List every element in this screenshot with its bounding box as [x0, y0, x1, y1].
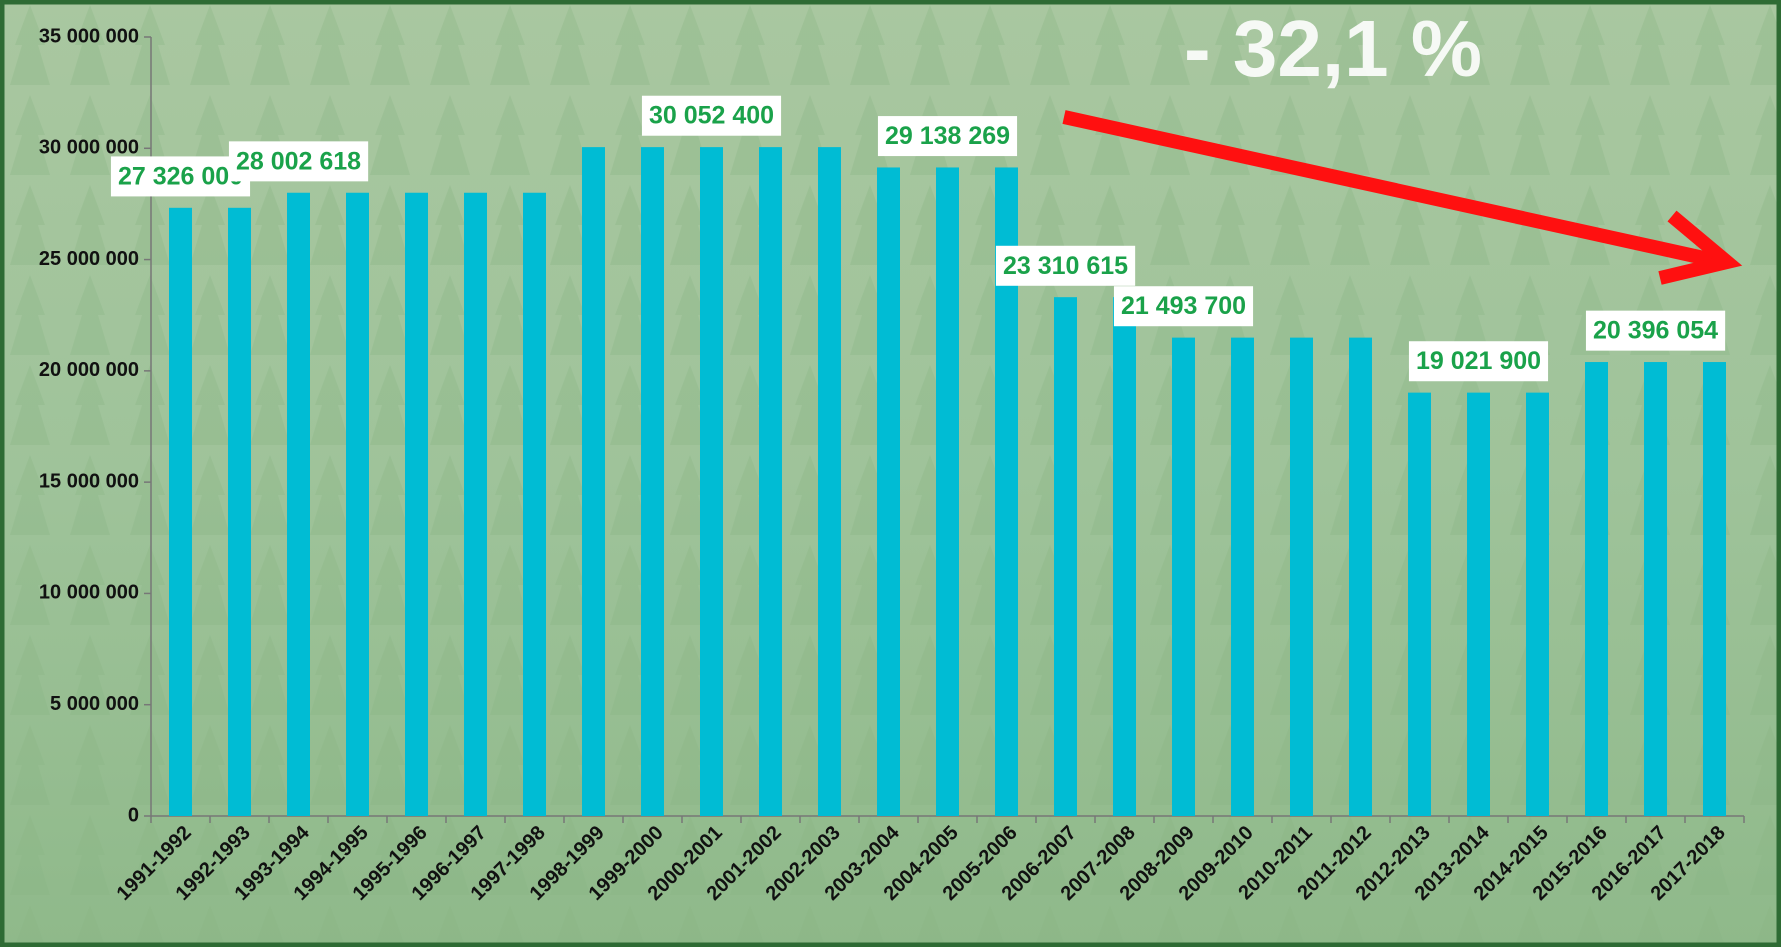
value-label: 21 493 700	[1114, 286, 1253, 326]
value-label: 23 310 615	[996, 246, 1135, 286]
value-label-text: 27 326 000	[118, 162, 243, 190]
value-label-text: 29 138 269	[885, 122, 1010, 150]
value-label-text: 21 493 700	[1121, 292, 1246, 320]
bar	[1349, 338, 1372, 816]
y-tick-label: 25 000 000	[39, 248, 139, 270]
bar	[877, 167, 900, 816]
bar	[523, 193, 546, 816]
bar	[700, 147, 723, 816]
bar	[582, 147, 605, 816]
y-tick-label: 0	[128, 804, 139, 826]
bar	[759, 147, 782, 816]
value-label: 20 396 054	[1586, 311, 1725, 351]
bar	[1408, 393, 1431, 816]
value-label-text: 19 021 900	[1416, 347, 1541, 375]
bar	[818, 147, 841, 816]
bar	[1172, 338, 1195, 816]
chart: - 32,1 % 0 5 000 000 10 000 000 15 000 000 2…	[0, 0, 1781, 947]
value-label-text: 30 052 400	[649, 102, 774, 130]
bar	[1290, 338, 1313, 816]
y-tick-label: 20 000 000	[39, 359, 139, 381]
bar	[346, 193, 369, 816]
y-tick-label: 15 000 000	[39, 470, 139, 492]
value-label: 28 002 618	[229, 141, 368, 181]
bar	[641, 147, 664, 816]
y-tick-label: 35 000 000	[39, 25, 139, 47]
bar	[464, 193, 487, 816]
bar	[287, 193, 310, 816]
bar	[1054, 297, 1077, 816]
bar	[1585, 362, 1608, 816]
bar	[936, 167, 959, 816]
bar	[1644, 362, 1667, 816]
value-label-text: 20 396 054	[1593, 317, 1718, 345]
page: - 32,1 % 0 5 000 000 10 000 000 15 000 000 2…	[0, 0, 1781, 947]
bar	[1703, 362, 1726, 816]
bar	[1231, 338, 1254, 816]
y-tick-label: 5 000 000	[50, 693, 139, 715]
value-label: 29 138 269	[878, 116, 1017, 156]
bar	[169, 208, 192, 816]
bar	[1526, 393, 1549, 816]
y-tick-label: 30 000 000	[39, 137, 139, 159]
bar	[1467, 393, 1490, 816]
bar	[405, 193, 428, 816]
bar	[228, 208, 251, 816]
value-label: 30 052 400	[642, 96, 781, 136]
bar	[1113, 297, 1136, 816]
value-label-text: 28 002 618	[236, 147, 361, 175]
y-tick-label: 10 000 000	[39, 582, 139, 604]
annotation: - 32,1 %	[1184, 4, 1482, 93]
value-label-text: 23 310 615	[1003, 252, 1128, 280]
value-label: 19 021 900	[1409, 341, 1548, 381]
